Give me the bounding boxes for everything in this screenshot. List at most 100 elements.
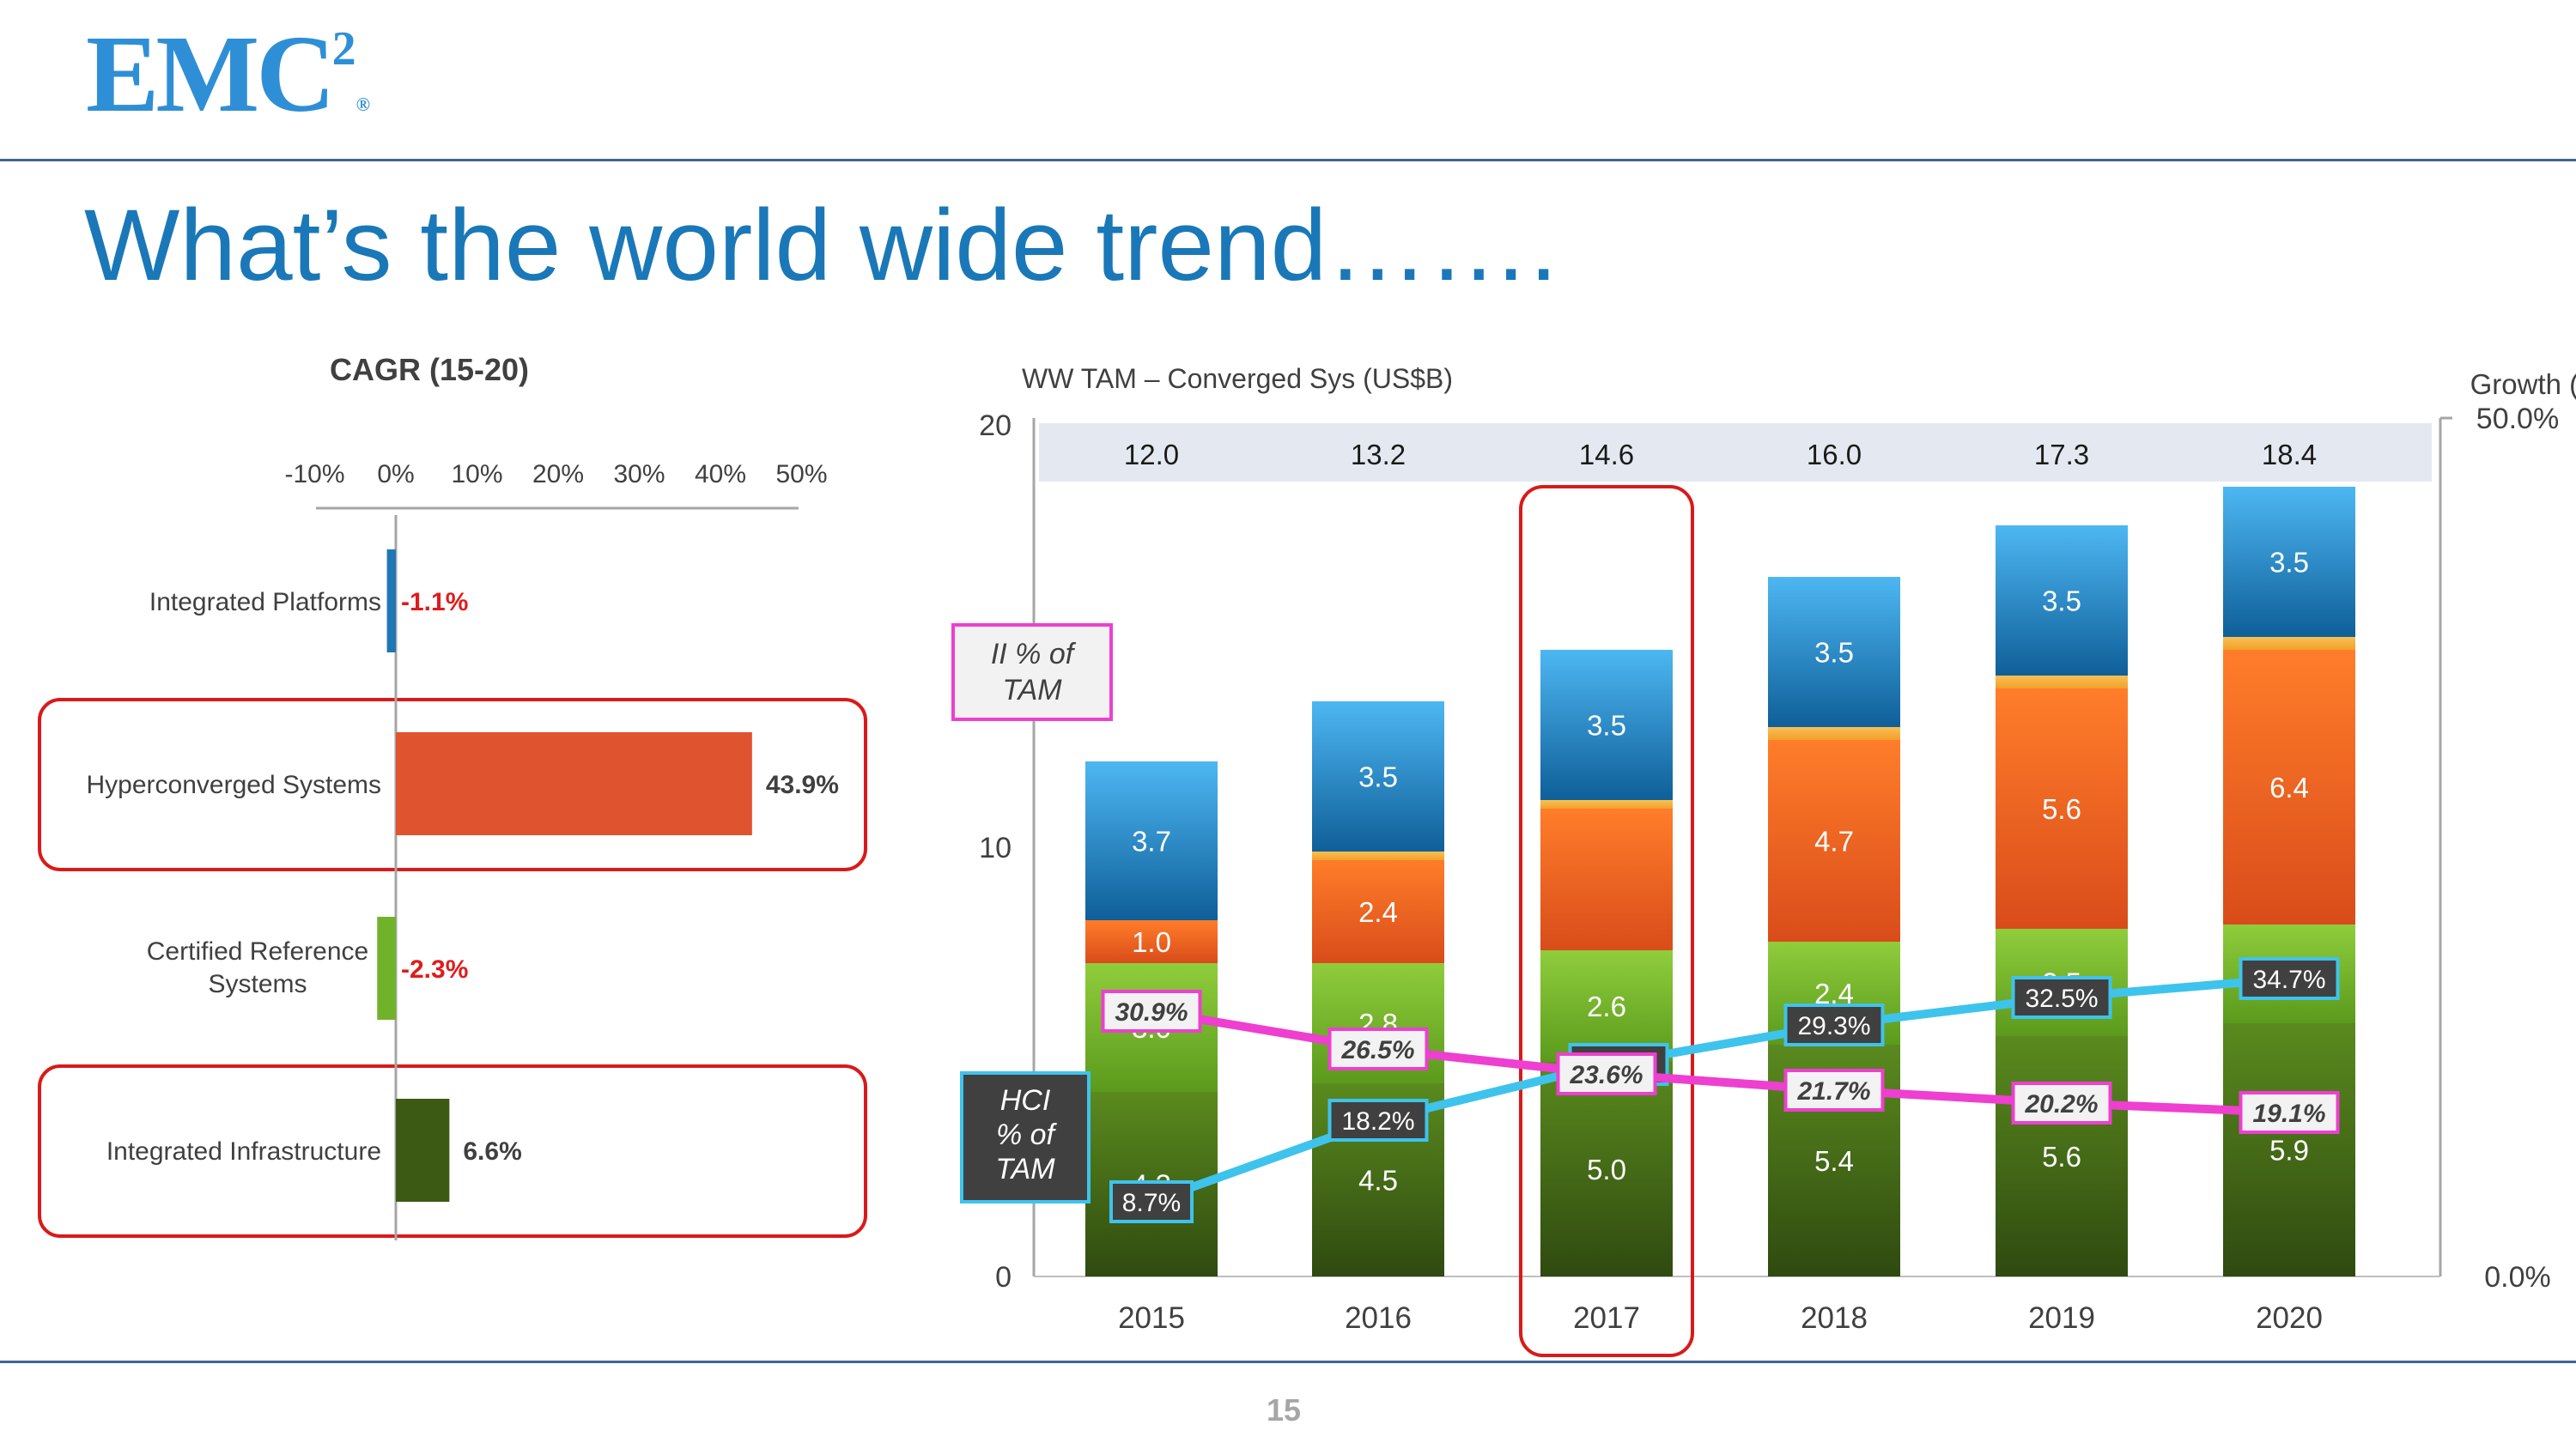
- tam-total-label: 18.4: [2262, 439, 2317, 470]
- tam-x-tick-label: 2018: [1801, 1301, 1868, 1335]
- cagr-value-label: -1.1%: [401, 588, 468, 616]
- page-title: What’s the world wide trend…….: [84, 189, 1558, 302]
- tam-bar-segment: [2223, 1023, 2355, 1276]
- cagr-category-label: Hyperconverged Systems: [87, 771, 381, 799]
- cagr-tick-label: 20%: [532, 460, 584, 488]
- tam-x-tick-label: 2020: [2256, 1301, 2323, 1335]
- tam-x-tick-label: 2016: [1345, 1301, 1412, 1335]
- tam-legend-hci-text: HCI: [1000, 1084, 1051, 1117]
- cagr-bar: [377, 917, 396, 1020]
- cagr-tick-label: 50%: [775, 460, 827, 488]
- tam-line-label-box: [2239, 1091, 2340, 1134]
- tam-title: WW TAM – Converged Sys (US$B): [1022, 363, 1453, 394]
- tam-y2-label: Growth (Y/Y): [2470, 368, 2576, 400]
- tam-bar-segment: [1312, 852, 1444, 860]
- tam-line-label-box: [1109, 1180, 1194, 1223]
- cagr-tick-label: 0%: [377, 460, 414, 488]
- cagr-tick-label: -10%: [284, 460, 344, 488]
- tam-y-tick-label: 20: [979, 409, 1012, 442]
- tam-bar-segment: [1085, 761, 1218, 920]
- tam-bar-segment: [1768, 577, 1900, 727]
- emc-logo: EMC2®: [86, 19, 370, 129]
- tam-highlight-box: [1519, 485, 1694, 1357]
- tam-line-value-label: 8.7%: [1122, 1189, 1181, 1217]
- header-rule: [0, 159, 2576, 161]
- tam-bar-segment: [1996, 676, 2128, 688]
- cagr-bar: [396, 1099, 450, 1202]
- tam-line-value-label: 18.2%: [1341, 1107, 1414, 1136]
- cagr-chart: CAGR (15-20) -10% 0% 10% 20% 30% 40% 50% Integra…: [38, 352, 867, 1240]
- tam-y2-tick-label: 0.0%: [2484, 1261, 2551, 1294]
- tam-total-label: 17.3: [2034, 439, 2089, 470]
- cagr-tick-label: 10%: [451, 460, 502, 488]
- tam-segment-label: 5.0: [1587, 1154, 1626, 1185]
- tam-line-label-box: [1783, 1069, 1885, 1112]
- tam-segment-label: 5.6: [2042, 793, 2081, 825]
- tam-bar-segment: [2223, 637, 2355, 650]
- tam-bar-segment: [2223, 650, 2355, 925]
- tam-bar-segment: [1540, 800, 1673, 809]
- tam-x-tick-label: 2015: [1118, 1301, 1185, 1335]
- tam-line-label-box: [1101, 990, 1202, 1033]
- cagr-value-label: -2.3%: [401, 955, 468, 984]
- cagr-highlight-box: [38, 698, 867, 871]
- tam-line-value-label: 23.6%: [1569, 1061, 1643, 1089]
- tam-segment-label: 3.5: [2269, 547, 2309, 579]
- tam-line-label-box: [1327, 1028, 1429, 1070]
- tam-line-label-box: [1556, 1052, 1657, 1095]
- tam-line-value-label: 21.7%: [1796, 1077, 1870, 1106]
- tam-line-value-label: 26.5%: [1340, 1036, 1414, 1064]
- tam-line-label-box: [1783, 1003, 1885, 1046]
- tam-total-label: 16.0: [1807, 439, 1862, 470]
- tam-bar-segment: [1768, 740, 1900, 942]
- tam-y-tick-label: 0: [995, 1261, 1012, 1294]
- cagr-title: CAGR (15-20): [330, 352, 529, 387]
- cagr-highlight-box: [38, 1064, 867, 1238]
- tam-bar-segment: [1768, 727, 1900, 740]
- cagr-bar: [386, 549, 396, 652]
- tam-total-label: 12.0: [1124, 439, 1179, 470]
- tam-y-tick-label: 10: [979, 832, 1012, 864]
- tam-line-label-box: [2011, 976, 2112, 1019]
- tam-bar-segment: [1996, 1036, 2128, 1276]
- tam-bar-segment: [1996, 688, 2128, 929]
- cagr-tick-label: 30%: [613, 460, 665, 488]
- tam-legend-hci-text: % of: [996, 1119, 1058, 1151]
- tam-line-value-label: 30.9%: [1115, 998, 1188, 1027]
- tam-x-tick-label: 2017: [1573, 1301, 1640, 1335]
- tam-legend-ii-text: II % of: [991, 638, 1077, 670]
- tam-segment-label: 3.7: [1132, 826, 1171, 858]
- tam-x-tick-label: 2019: [2028, 1301, 2095, 1335]
- tam-legend-ii-text: TAM: [1002, 674, 1062, 706]
- tam-legend-hci-text: TAM: [995, 1153, 1055, 1185]
- logo-superscript: 2: [331, 22, 356, 76]
- cagr-value-label: 6.6%: [463, 1137, 521, 1166]
- tam-segment-label: 3.5: [1814, 637, 1854, 669]
- tam-legend-ii-box: [951, 623, 1113, 721]
- tam-segment-label: 3.5: [1358, 761, 1398, 793]
- cagr-category-label: Integrated Infrastructure: [106, 1137, 381, 1166]
- tam-line-label-box: [1327, 1099, 1429, 1142]
- tam-segment-label: 5.9: [2269, 1135, 2309, 1167]
- tam-bar-segment: [1312, 701, 1444, 852]
- page-number: 15: [1267, 1392, 1302, 1428]
- tam-bar-segment: [2223, 487, 2355, 637]
- cagr-category-label: Integrated Platforms: [149, 588, 381, 616]
- tam-segment-label: 2.4: [1358, 896, 1398, 928]
- tam-segment-label: 5.4: [1814, 1145, 1854, 1177]
- tam-y2-tick-label: 50.0%: [2476, 403, 2559, 435]
- tam-chart: WW TAM – Converged Sys (US$B) Growth (Y/Y…: [951, 363, 2576, 1357]
- tam-total-label: 14.6: [1579, 439, 1634, 470]
- tam-legend-hci-box: [960, 1071, 1091, 1203]
- tam-totals-band: [1039, 423, 2432, 482]
- tam-line-value-label: 20.2%: [2024, 1090, 2098, 1119]
- tam-bar-segment: [1540, 650, 1673, 800]
- tam-line-value-label: 29.3%: [1797, 1012, 1870, 1040]
- tam-line-value-label: 34.7%: [2252, 966, 2325, 994]
- tam-total-label: 13.2: [1351, 439, 1406, 470]
- tam-bar-segment: [1540, 809, 1673, 950]
- logo-registered-mark: ®: [355, 94, 371, 115]
- tam-line-label-box: [2011, 1082, 2112, 1125]
- cagr-bar: [396, 732, 752, 835]
- tam-bar-segment: [1085, 920, 1218, 963]
